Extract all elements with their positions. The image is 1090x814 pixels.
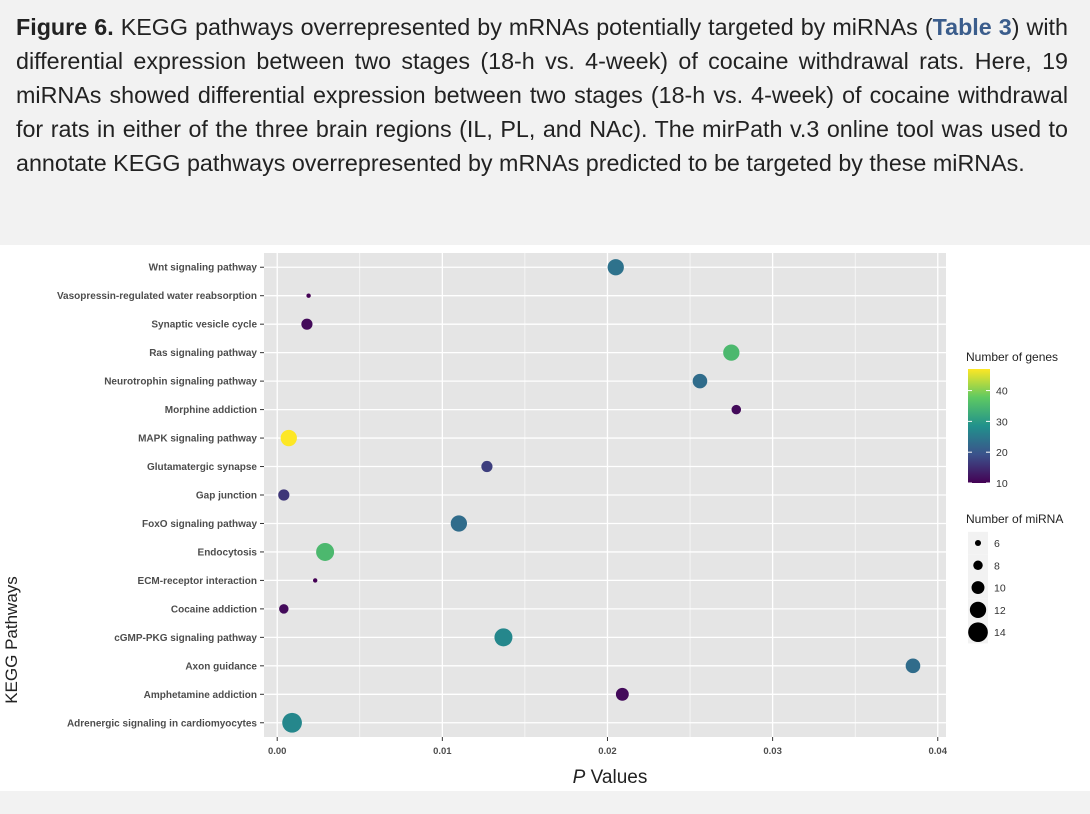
size-legend-label: 12 bbox=[994, 605, 1006, 617]
data-point bbox=[282, 712, 302, 733]
bottom-band bbox=[0, 791, 1090, 814]
y-tick-label: Amphetamine addiction bbox=[144, 690, 257, 701]
y-tick-label: Cocaine addiction bbox=[171, 604, 257, 615]
size-legend-label: 10 bbox=[994, 583, 1006, 595]
data-point bbox=[279, 604, 289, 614]
data-point bbox=[306, 293, 311, 298]
size-legend-dot bbox=[974, 539, 982, 547]
color-legend-label: 40 bbox=[996, 386, 1008, 398]
data-point bbox=[494, 628, 513, 647]
y-tick-label: FoxO signaling pathway bbox=[142, 519, 257, 530]
y-tick-label: Vasopressin-regulated water reabsorption bbox=[57, 291, 257, 302]
kegg-dot-plot: Wnt signaling pathway Vasopressin-regulat… bbox=[2, 253, 1063, 788]
x-tick-label: 0.01 bbox=[433, 746, 452, 757]
size-legend-label: 14 bbox=[994, 627, 1006, 639]
y-tick-label: Glutamatergic synapse bbox=[147, 462, 257, 473]
x-tick-label: 0.00 bbox=[268, 746, 287, 757]
size-legend-label: 8 bbox=[994, 560, 1000, 572]
y-tick-label: MAPK signaling pathway bbox=[138, 434, 257, 445]
size-legend-dot bbox=[971, 581, 985, 595]
data-point bbox=[301, 318, 313, 330]
y-tick-label: Morphine addiction bbox=[165, 405, 257, 416]
table-link[interactable]: Table 3 bbox=[932, 14, 1012, 40]
x-tick-label: 0.04 bbox=[928, 746, 947, 757]
data-point bbox=[278, 489, 290, 501]
y-tick-label: Adrenergic signaling in cardiomyocytes bbox=[67, 718, 257, 729]
y-axis-title: KEGG Pathways bbox=[2, 576, 21, 704]
size-legend-label: 6 bbox=[994, 538, 1000, 550]
data-point bbox=[723, 344, 740, 361]
y-tick-label: Wnt signaling pathway bbox=[149, 263, 258, 274]
caption-text-end: ) with differential expression between t… bbox=[16, 14, 1068, 176]
y-tick-label: Axon guidance bbox=[185, 661, 257, 672]
y-tick-label: ECM-receptor interaction bbox=[138, 576, 257, 587]
x-axis-title-rest: Values bbox=[585, 767, 647, 788]
size-legend-dot bbox=[969, 601, 987, 619]
data-point bbox=[450, 515, 468, 532]
data-point bbox=[905, 658, 921, 674]
y-tick-label: Synaptic vesicle cycle bbox=[151, 320, 257, 331]
color-legend-label: 10 bbox=[996, 478, 1008, 490]
data-point bbox=[731, 404, 742, 415]
data-point bbox=[607, 259, 624, 276]
size-legend-dot bbox=[973, 560, 983, 571]
size-legend-title: Number of miRNA bbox=[966, 512, 1063, 526]
figure-panel: Wnt signaling pathway Vasopressin-regulat… bbox=[0, 245, 1090, 791]
y-tick-label: Gap junction bbox=[196, 491, 257, 502]
data-point bbox=[280, 429, 297, 447]
y-tick-label: cGMP-PKG signaling pathway bbox=[114, 633, 257, 644]
y-tick-label: Endocytosis bbox=[198, 547, 258, 558]
data-point bbox=[316, 542, 335, 561]
figure-caption: Figure 6. KEGG pathways overrepresented … bbox=[16, 10, 1068, 180]
color-legend-label: 20 bbox=[996, 447, 1008, 459]
color-legend-label: 30 bbox=[996, 416, 1008, 428]
size-legend-dot bbox=[968, 622, 988, 643]
figure-label: Figure 6. bbox=[16, 14, 114, 40]
color-bar bbox=[968, 369, 990, 483]
y-tick-label: Ras signaling pathway bbox=[149, 348, 257, 359]
x-axis-title-italic: P bbox=[573, 767, 586, 788]
data-point bbox=[481, 460, 493, 473]
y-tick-label: Neurotrophin signaling pathway bbox=[104, 377, 257, 388]
data-point bbox=[312, 578, 318, 583]
data-point bbox=[615, 687, 629, 701]
caption-text-start: KEGG pathways overrepresented by mRNAs p… bbox=[113, 14, 933, 40]
x-tick-label: 0.03 bbox=[763, 746, 782, 757]
data-point bbox=[692, 373, 708, 389]
x-axis-title: P Values bbox=[573, 767, 648, 788]
color-legend-title: Number of genes bbox=[966, 350, 1058, 364]
x-tick-label: 0.02 bbox=[598, 746, 617, 757]
